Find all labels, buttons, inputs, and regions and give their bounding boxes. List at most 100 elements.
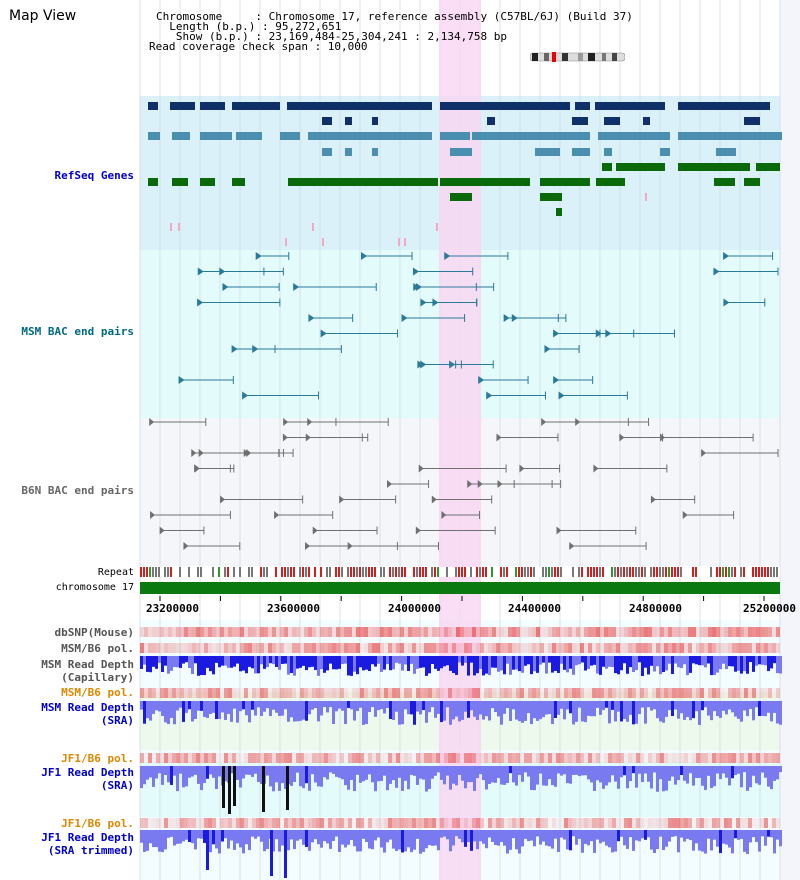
polymorphism-bin — [316, 753, 320, 763]
read-depth-bin — [659, 701, 662, 722]
refseq-gene — [372, 148, 378, 156]
polymorphism-bin — [460, 818, 464, 828]
read-depth-bin — [581, 656, 584, 663]
polymorphism-bin — [412, 627, 416, 637]
read-depth-bin — [443, 766, 446, 785]
read-depth-bin — [350, 766, 353, 781]
polymorphism-bin — [744, 753, 748, 763]
polymorphism-bin — [328, 627, 332, 637]
track-label-refseq[interactable]: RefSeq Genes — [54, 169, 134, 182]
polymorphism-bin — [296, 688, 300, 698]
repeat-element — [521, 567, 523, 577]
polymorphism-bin — [556, 627, 560, 637]
read-depth-bin — [371, 766, 374, 783]
read-depth-bin — [752, 830, 755, 838]
read-depth-spike — [233, 766, 236, 806]
read-depth-bin — [770, 830, 773, 838]
polymorphism-bin — [684, 643, 688, 653]
polymorphism-bin — [248, 818, 252, 828]
polymorphism-bin — [336, 643, 340, 653]
read-depth-bin — [557, 830, 560, 853]
track-label-jf1-b6-pol-trimmed[interactable]: JF1/B6 pol. — [61, 817, 134, 830]
track-label-msm-depth-capillary[interactable]: MSM Read Depth — [41, 658, 134, 671]
read-depth-bin — [779, 701, 782, 725]
polymorphism-bin — [560, 643, 564, 653]
read-depth-bin — [647, 766, 650, 782]
read-depth-bin — [230, 656, 233, 668]
polymorphism-bin — [620, 753, 624, 763]
read-depth-bin — [761, 656, 764, 665]
polymorphism-bin — [168, 818, 172, 828]
axis-tick-label: 24400000 — [508, 602, 561, 615]
read-depth-bin — [596, 766, 599, 781]
polymorphism-bin — [664, 753, 668, 763]
polymorphism-bin — [400, 753, 404, 763]
read-depth-bin — [209, 701, 212, 715]
polymorphism-bin — [392, 818, 396, 828]
track-label-jf1-depth-trimmed[interactable]: JF1 Read Depth — [41, 831, 134, 844]
track-label-msm-depth-capillary-sub: (Capillary) — [61, 671, 134, 684]
repeat-element — [470, 567, 472, 577]
read-depth-bin — [161, 656, 164, 672]
repeat-element — [368, 567, 370, 577]
repeat-element — [500, 567, 502, 577]
repeat-element — [392, 567, 394, 577]
polymorphism-bin — [732, 818, 736, 828]
polymorphism-bin — [336, 627, 340, 637]
polymorphism-bin — [644, 643, 648, 653]
polymorphism-bin — [680, 818, 684, 828]
polymorphism-bin — [184, 627, 188, 637]
read-depth-bin — [611, 701, 614, 710]
read-depth-bin — [422, 830, 425, 852]
track-label-msm-depth-sra[interactable]: MSM Read Depth — [41, 701, 134, 714]
polymorphism-bin — [604, 818, 608, 828]
msm-bac-end — [401, 314, 408, 322]
repeat-element — [491, 567, 493, 577]
read-depth-bin — [485, 830, 488, 849]
read-depth-bin — [224, 766, 227, 782]
polymorphism-bin — [204, 818, 208, 828]
polymorphism-bin — [152, 688, 156, 698]
read-depth-bin — [386, 701, 389, 709]
track-label-msm-b6-pol[interactable]: MSM/B6 pol. — [61, 642, 134, 655]
read-depth-bin — [554, 656, 557, 671]
polymorphism-bin — [444, 688, 448, 698]
polymorphism-bin — [264, 627, 268, 637]
read-depth-bin — [740, 701, 743, 722]
track-label-msm-bac[interactable]: MSM BAC end pairs — [21, 325, 134, 338]
polymorphism-bin — [348, 643, 352, 653]
read-depth-bin — [641, 701, 644, 708]
repeat-element — [614, 567, 616, 577]
chromosome-ideogram[interactable] — [530, 52, 625, 62]
read-depth-bin — [542, 656, 545, 663]
read-depth-bin — [449, 701, 452, 725]
polymorphism-bin — [756, 688, 760, 698]
track-label-msm-b6-pol-sra[interactable]: MSM/B6 pol. — [61, 686, 134, 699]
polymorphism-bin — [224, 643, 228, 653]
read-depth-bin — [599, 830, 602, 844]
track-label-jf1-b6-pol[interactable]: JF1/B6 pol. — [61, 752, 134, 765]
read-depth-bin — [665, 766, 668, 791]
polymorphism-bin — [496, 753, 500, 763]
polymorphism-bin — [448, 753, 452, 763]
polymorphism-bin — [264, 643, 268, 653]
read-depth-bin — [752, 766, 755, 776]
repeat-element — [656, 567, 658, 577]
read-depth-bin — [140, 830, 143, 843]
track-label-dbsnp[interactable]: dbSNP(Mouse) — [54, 626, 134, 639]
polymorphism-bin — [436, 643, 440, 653]
read-depth-bin — [203, 766, 206, 784]
track-label-jf1-depth-sra[interactable]: JF1 Read Depth — [41, 766, 134, 779]
read-depth-bin — [701, 701, 704, 711]
polymorphism-bin — [672, 688, 676, 698]
read-depth-bin — [356, 701, 359, 712]
polymorphism-bin — [256, 818, 260, 828]
read-depth-bin — [674, 656, 677, 664]
polymorphism-bin — [240, 643, 244, 653]
b6n-bac-end — [569, 542, 575, 550]
read-depth-bin — [452, 766, 455, 784]
polymorphism-bin — [744, 627, 748, 637]
read-depth-bin — [251, 830, 254, 837]
track-label-b6n-bac[interactable]: B6N BAC end pairs — [21, 484, 134, 497]
refseq-gene-pseudo — [178, 223, 180, 231]
